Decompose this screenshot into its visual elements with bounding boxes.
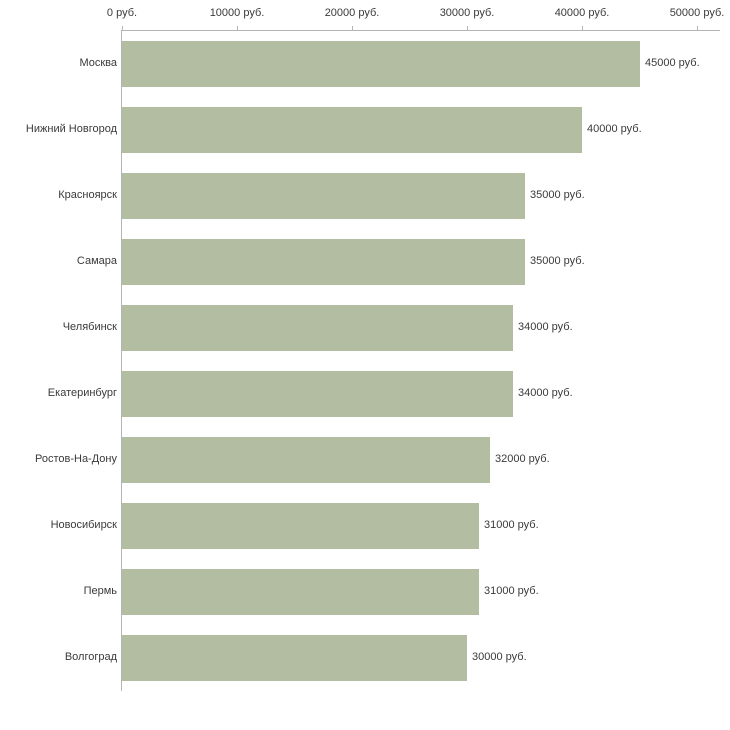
x-axis-tick-label: 10000 руб.: [209, 7, 265, 19]
value-label: 35000 руб.: [530, 189, 585, 201]
x-axis-tick-label: 30000 руб.: [439, 7, 495, 19]
x-axis-tick: [237, 26, 238, 31]
value-label: 40000 руб.: [587, 123, 642, 135]
bar-7: [122, 437, 490, 483]
x-axis-tick-label: 40000 руб.: [554, 7, 610, 19]
x-axis-tick-label: 20000 руб.: [324, 7, 380, 19]
category-label: Екатеринбург: [47, 387, 117, 399]
x-axis-tick: [467, 26, 468, 31]
value-label: 35000 руб.: [530, 255, 585, 267]
x-axis-tick-label: 50000 руб.: [669, 7, 725, 19]
value-label: 31000 руб.: [484, 519, 539, 531]
category-label: Самара: [76, 255, 117, 267]
plot-area: 0 руб. 10000 руб. 20000 руб. 30000 руб. 4000…: [107, 7, 724, 691]
value-label: 45000 руб.: [645, 57, 700, 69]
value-label: 31000 руб.: [484, 585, 539, 597]
bar-3: [122, 173, 525, 219]
x-axis-tick: [697, 26, 698, 31]
category-label: Волгоград: [64, 651, 117, 663]
category-label: Москва: [79, 57, 117, 69]
bar-10: [122, 635, 467, 681]
value-label: 30000 руб.: [472, 651, 527, 663]
value-label: 32000 руб.: [495, 453, 550, 465]
bar-1: [122, 41, 640, 87]
category-label: Красноярск: [58, 189, 117, 201]
bar-6: [122, 371, 513, 417]
bar-9: [122, 569, 479, 615]
category-label: Нижний Новгород: [25, 123, 117, 135]
x-axis-tick: [352, 26, 353, 31]
category-label: Пермь: [83, 585, 117, 597]
bar-2: [122, 107, 582, 153]
x-axis-tick-label: 0 руб.: [106, 7, 138, 19]
bar-5: [122, 305, 513, 351]
category-label: Новосибирск: [50, 519, 117, 531]
x-axis-tick: [582, 26, 583, 31]
bar-4: [122, 239, 525, 285]
x-axis-tick: [122, 26, 123, 31]
value-label: 34000 руб.: [518, 321, 573, 333]
category-label: Челябинск: [62, 321, 117, 333]
bar-8: [122, 503, 479, 549]
category-label: Ростов-На-Дону: [34, 453, 117, 465]
value-label: 34000 руб.: [518, 387, 573, 399]
